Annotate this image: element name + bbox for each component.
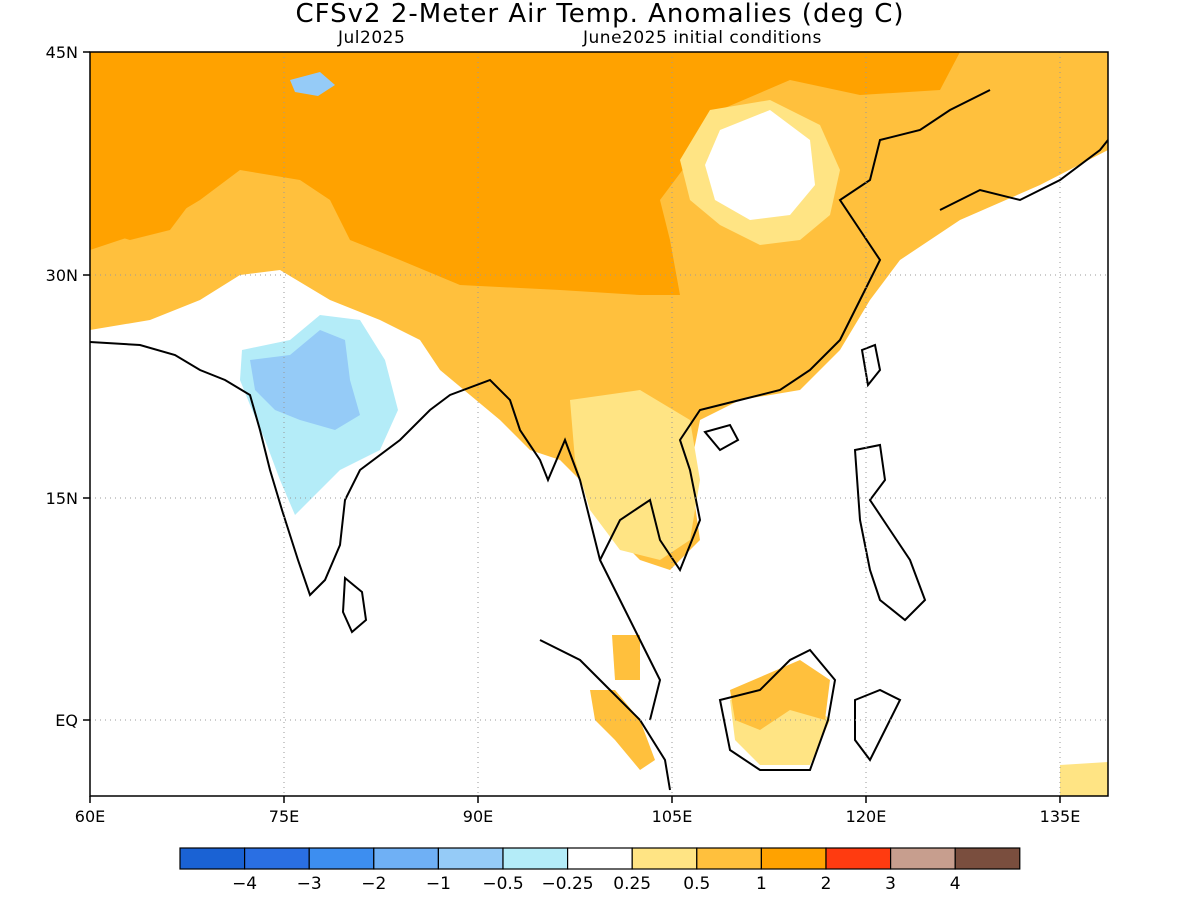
colorbar-label: −0.5 <box>482 874 523 894</box>
anomaly-region-orange <box>90 52 960 295</box>
colorbar-label: 2 <box>821 874 832 894</box>
colorbar-swatch <box>566 847 633 870</box>
coastline-japan <box>939 139 1108 211</box>
coastline-sulawesi <box>854 688 902 762</box>
anomaly-region-borneo <box>730 660 830 730</box>
colorbar-swatch <box>825 847 892 870</box>
colorbar-swatch <box>437 847 504 870</box>
colorbar-swatch <box>760 847 827 870</box>
anomaly-region-light-blue-central-asia <box>290 72 335 96</box>
axis-ticks <box>83 51 1061 803</box>
coastlines <box>90 89 1108 791</box>
colorbar-swatch <box>179 847 246 870</box>
lat-tick-label: 30N <box>46 266 78 285</box>
colorbar-swatch <box>696 847 762 870</box>
anomaly-region-new-guinea <box>1060 762 1108 796</box>
forecast-month: Jul2025 <box>338 28 406 48</box>
colorbar-swatch <box>373 847 439 870</box>
lon-tick-label: 60E <box>75 807 105 826</box>
lon-tick-label: 90E <box>463 807 493 826</box>
anomaly-region-sumatra <box>590 690 655 770</box>
colorbar-label: −4 <box>232 874 257 894</box>
lat-tick-label: EQ <box>55 711 78 730</box>
colorbar-label: −1 <box>426 874 451 894</box>
coastline-hainan <box>703 423 740 452</box>
anomaly-region-orange-west <box>95 140 200 240</box>
colorbar-label: 4 <box>950 874 961 894</box>
coastline-taiwan <box>860 343 882 388</box>
colorbar-swatch <box>889 847 956 870</box>
lat-tick-labels: 45N 30N 15N EQ <box>46 43 78 730</box>
colorbar-label: 0.25 <box>613 874 651 894</box>
colorbar-swatch <box>631 847 698 870</box>
coastline-indochina <box>599 89 991 573</box>
colorbar-label: 1 <box>756 874 767 894</box>
anomaly-region-malaya <box>612 635 640 680</box>
map-title: CFSv2 2-Meter Air Temp. Anomalies (deg C… <box>295 0 905 29</box>
coastline-sumatra <box>539 639 671 791</box>
colorbar-label: −3 <box>297 874 322 894</box>
colorbar-label: −2 <box>361 874 386 894</box>
gridlines <box>90 52 1108 796</box>
colorbar-label: 0.5 <box>683 874 710 894</box>
colorbar-swatch <box>954 847 1021 870</box>
anomaly-region-light-blue-india <box>250 330 360 430</box>
lon-tick-label: 75E <box>269 807 299 826</box>
anomaly-region-neutral-north-china <box>705 110 815 220</box>
colorbar-labels: −4 −3 −2 −1 −0.5 −0.25 0.25 0.5 1 2 3 4 <box>232 874 961 894</box>
initial-conditions: June2025 initial conditions <box>583 28 822 48</box>
lon-tick-label: 135E <box>1040 807 1081 826</box>
coastline-philippines <box>853 443 927 622</box>
colorbar-swatch <box>502 847 569 870</box>
lat-tick-label: 15N <box>46 489 78 508</box>
coastline-sri-lanka <box>341 575 368 634</box>
colorbar-swatch <box>244 847 310 870</box>
anomaly-region-light-yellow-south <box>570 390 700 560</box>
lat-tick-label: 45N <box>46 43 78 62</box>
colorbar-label: 3 <box>885 874 896 894</box>
lon-tick-label: 120E <box>846 807 887 826</box>
coastline-borneo <box>718 648 837 771</box>
colorbar-swatch <box>308 847 375 870</box>
lon-tick-labels: 60E 75E 90E 105E 120E 135E <box>75 807 1081 826</box>
colorbar <box>179 847 1021 870</box>
lon-tick-label: 105E <box>652 807 693 826</box>
coastline-arabia-india <box>90 341 662 721</box>
anomaly-field <box>90 52 1108 796</box>
map-frame <box>89 51 1109 797</box>
colorbar-label: −0.25 <box>542 874 594 894</box>
